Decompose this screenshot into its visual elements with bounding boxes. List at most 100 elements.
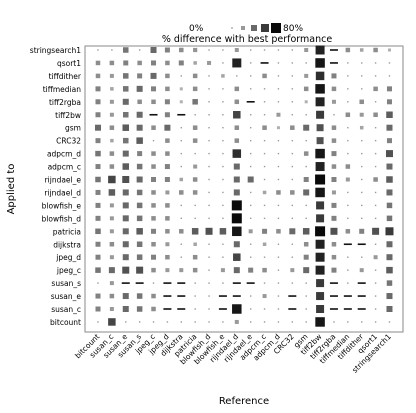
heatmap-cell — [277, 295, 280, 297]
heatmap-cell — [151, 293, 156, 299]
heatmap-cell — [109, 164, 115, 169]
y-tick-label: adpcm_d — [47, 150, 81, 159]
heatmap-cell — [165, 73, 170, 79]
heatmap-cell — [109, 242, 115, 247]
heatmap-cell — [249, 204, 252, 207]
heatmap-cell — [277, 75, 280, 77]
y-tick-label: rijndael_e — [45, 176, 82, 185]
heatmap-cell — [277, 321, 280, 323]
heatmap-cell — [347, 282, 349, 284]
heatmap-cell — [151, 60, 157, 66]
heatmap-cell — [329, 62, 338, 64]
heatmap-cell — [218, 295, 227, 297]
heatmap-cell — [249, 62, 252, 64]
y-tick-label: susan_c — [51, 305, 81, 314]
heatmap-cell — [291, 88, 294, 90]
heatmap-cell — [205, 227, 213, 235]
heatmap-cell — [249, 152, 252, 155]
heatmap-cell — [303, 254, 309, 260]
heatmap-cell — [179, 268, 184, 273]
heatmap-cell — [249, 114, 252, 116]
heatmap-cell — [246, 282, 255, 284]
heatmap-cell — [122, 150, 129, 157]
legend-swatch — [241, 26, 245, 30]
heatmap-cell — [290, 268, 295, 273]
heatmap-cell — [136, 254, 143, 260]
heatmap-cell — [179, 100, 183, 104]
heatmap-cell — [373, 255, 378, 260]
heatmap-cell — [333, 114, 335, 116]
heatmap-cell — [123, 137, 129, 144]
heatmap-cell — [165, 216, 170, 221]
heatmap-cell — [233, 176, 240, 183]
heatmap-cell — [374, 204, 377, 207]
heatmap-cell — [208, 308, 210, 310]
heatmap-cell — [291, 165, 294, 168]
heatmap-cell — [359, 228, 365, 234]
heatmap-cell — [263, 101, 266, 103]
heatmap-cell — [249, 49, 252, 51]
legend-swatches — [231, 23, 281, 33]
heatmap-cell — [331, 267, 337, 273]
heatmap-cell — [315, 71, 325, 81]
heatmap-cell — [233, 267, 240, 274]
heatmap-cell — [388, 75, 391, 77]
heatmap-cell — [374, 308, 377, 310]
heatmap-cell — [165, 242, 170, 247]
heatmap-cell — [164, 112, 170, 118]
heatmap-cell — [194, 308, 196, 310]
heatmap-cell — [138, 321, 141, 323]
heatmap-cell — [343, 295, 352, 297]
heatmap-cell — [248, 267, 254, 273]
heatmap-cell — [136, 137, 143, 144]
heatmap-cell — [330, 227, 338, 235]
y-tick-label: tiffmedian — [43, 85, 82, 94]
heatmap-cell — [151, 216, 156, 221]
y-tick-label: tiff2bw — [55, 111, 81, 120]
y-tick-label: adpcm_c — [48, 163, 81, 172]
heatmap-cell — [345, 112, 351, 117]
heatmap-cell — [316, 305, 325, 313]
heatmap-cell — [347, 139, 349, 142]
heatmap-cell — [388, 321, 391, 323]
heatmap-cell — [315, 239, 325, 249]
heatmap-cell — [151, 125, 156, 130]
heatmap-cell — [193, 164, 198, 169]
heatmap-cell — [222, 243, 224, 245]
heatmap-cell — [373, 86, 378, 92]
heatmap-cell — [305, 62, 307, 64]
heatmap-cell — [331, 254, 337, 260]
heatmap-cell — [374, 62, 377, 64]
heatmap-cell — [331, 242, 337, 247]
heatmap-cell — [192, 99, 198, 105]
heatmap-cell — [263, 49, 266, 51]
heatmap-cell — [95, 176, 101, 183]
heatmap-cell — [234, 99, 240, 105]
heatmap-cell — [359, 99, 364, 105]
y-tick-label: tiff2rgba — [49, 98, 81, 107]
heatmap-cell — [222, 204, 224, 207]
heatmap-cell — [249, 321, 252, 323]
heatmap-cell — [345, 47, 351, 53]
heatmap-cell — [109, 281, 114, 286]
heatmap-cell — [192, 73, 198, 79]
heatmap-cell — [357, 282, 366, 284]
heatmap-cell — [291, 217, 294, 220]
heatmap-cell — [109, 293, 115, 299]
heatmap-cell — [193, 61, 197, 65]
heatmap-cell — [151, 228, 157, 234]
heatmap-cell — [361, 321, 363, 323]
heatmap-cell — [208, 217, 210, 220]
heatmap-cell — [246, 101, 255, 103]
heatmap-cell — [291, 243, 294, 245]
heatmap-cell — [95, 267, 101, 273]
heatmap-cell — [208, 204, 210, 207]
heatmap-cell — [249, 88, 252, 90]
heatmap-cell — [208, 49, 210, 51]
y-tick-label: susan_s — [51, 279, 81, 288]
heatmap-cell — [179, 229, 184, 234]
heatmap-cell — [347, 62, 349, 64]
heatmap-cell — [347, 127, 349, 129]
heatmap-cell — [277, 282, 280, 284]
heatmap-cell — [110, 87, 114, 91]
